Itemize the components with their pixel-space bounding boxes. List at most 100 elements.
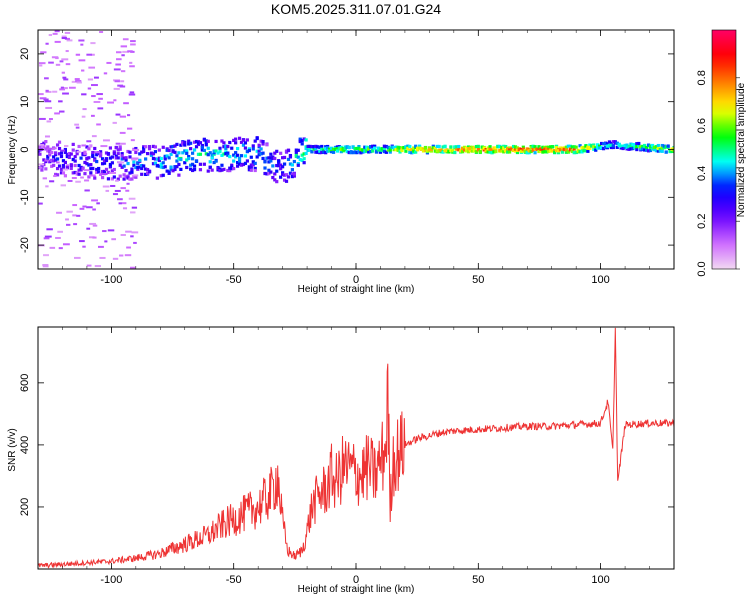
spectrogram-cell (140, 172, 144, 176)
spectrogram-cell (502, 144, 506, 148)
spectrogram-cell (637, 141, 641, 146)
spectrogram-cell (67, 152, 71, 156)
spectrogram-cell (189, 147, 193, 151)
spectrogram-cell (63, 150, 67, 154)
spectrogram-cell (281, 156, 285, 160)
spectrogram-cell (312, 145, 316, 149)
spectrogram-cell (648, 148, 653, 153)
spectrogram-cell (73, 159, 77, 163)
spectrogram-y-tick-label: 20 (19, 48, 31, 60)
spectrogram-noise-cell (53, 175, 57, 178)
spectrogram-cell (388, 146, 392, 150)
spectrogram-cell (466, 150, 471, 154)
spectrogram-cell (586, 145, 590, 149)
spectrogram-cell (519, 147, 523, 152)
spectrogram-cell (112, 167, 116, 172)
spectrogram-cell (54, 172, 58, 177)
spectrogram-noise-cell (57, 230, 63, 233)
spectrogram-x-axis-label: Height of straight line (km) (298, 284, 415, 295)
spectrogram-noise-cell (110, 184, 116, 187)
spectrogram-cell (335, 145, 340, 149)
spectrogram-noise-cell (63, 78, 69, 81)
spectrogram-cell (629, 147, 633, 151)
spectrogram-cell (202, 137, 206, 141)
spectrogram-cell (429, 147, 433, 151)
spectrogram-cell (61, 163, 66, 168)
spectrogram-cell (232, 159, 236, 163)
spectrogram-noise-cell (115, 113, 121, 116)
spectrogram-cell (490, 151, 494, 155)
spectrogram-noise-cell (81, 69, 85, 72)
spectrogram-cell (237, 162, 242, 166)
spectrogram-cell (560, 148, 565, 152)
spectrogram-cell (521, 149, 525, 153)
spectrogram-cell (361, 150, 365, 154)
spectrogram-cell (67, 155, 71, 159)
spectrogram-noise-cell (129, 61, 133, 64)
spectrogram-cell (296, 155, 300, 159)
spectrogram-noise-cell (119, 131, 126, 134)
spectrogram-cell (345, 145, 349, 149)
spectrogram-noise-cell (81, 144, 87, 147)
spectrogram-cell (472, 149, 476, 153)
spectrogram-noise-cell (120, 234, 126, 237)
spectrogram-cell (282, 178, 287, 182)
spectrogram-cell (65, 154, 69, 159)
spectrogram-cell (200, 143, 204, 148)
spectrogram-cell (433, 147, 437, 151)
spectrogram-cell (192, 148, 197, 152)
spectrogram-cell (151, 156, 156, 161)
spectrogram-cell (167, 171, 171, 175)
spectrogram-cell (621, 144, 625, 148)
spectrogram-noise-cell (98, 245, 104, 248)
spectrogram-cell (384, 150, 388, 154)
spectrogram-cell (273, 178, 277, 182)
spectrogram-noise-cell (46, 120, 52, 123)
spectrogram-cell (128, 150, 132, 154)
spectrogram-cell (390, 145, 394, 149)
spectrogram-cell (318, 149, 322, 153)
spectrogram-cell (226, 151, 230, 155)
spectrogram-cell (63, 147, 67, 152)
spectrogram-cell (498, 148, 502, 152)
spectrogram-cell (200, 148, 204, 152)
spectrogram-cell (216, 166, 220, 171)
spectrogram-cell (243, 161, 248, 165)
spectrogram-cell (349, 150, 353, 154)
spectrogram-cell (625, 145, 629, 150)
spectrogram-cell (50, 150, 54, 155)
spectrogram-cell (372, 146, 377, 150)
spectrogram-cell (151, 152, 156, 156)
spectrogram-cell (71, 171, 75, 175)
spectrogram-cell (57, 146, 62, 151)
spectrogram-cell (169, 152, 173, 156)
spectrogram-cell (181, 151, 185, 155)
spectrogram-cell (249, 163, 253, 167)
spectrogram-cell (147, 145, 152, 149)
spectrogram-cell (251, 144, 255, 148)
spectrogram-cell (257, 149, 261, 153)
spectrogram-cell (194, 159, 199, 163)
spectrogram-cell (239, 154, 244, 158)
spectrogram-noise-cell (82, 108, 87, 111)
spectrogram-cell (619, 144, 623, 148)
spectrogram-cell (388, 148, 392, 152)
spectrogram-cell (351, 145, 355, 149)
spectrogram-noise-cell (94, 265, 102, 268)
spectrogram-cell (253, 168, 257, 173)
spectrogram-noise-cell (97, 107, 104, 110)
spectrogram-cell (118, 145, 122, 149)
spectrogram-cell (59, 151, 64, 155)
spectrogram-cell (52, 163, 56, 167)
spectrogram-cell (42, 158, 46, 162)
spectrogram-cell (537, 145, 541, 149)
spectrogram-cell (116, 156, 120, 160)
spectrogram-cell (222, 167, 226, 171)
spectrogram-cell (369, 149, 373, 154)
spectrogram-cell (271, 175, 275, 180)
spectrogram-cell (635, 145, 639, 149)
spectrogram-cell (664, 145, 668, 149)
spectrogram-cell (232, 166, 236, 171)
spectrogram-cell (494, 146, 498, 150)
spectrogram-cell (118, 174, 122, 178)
